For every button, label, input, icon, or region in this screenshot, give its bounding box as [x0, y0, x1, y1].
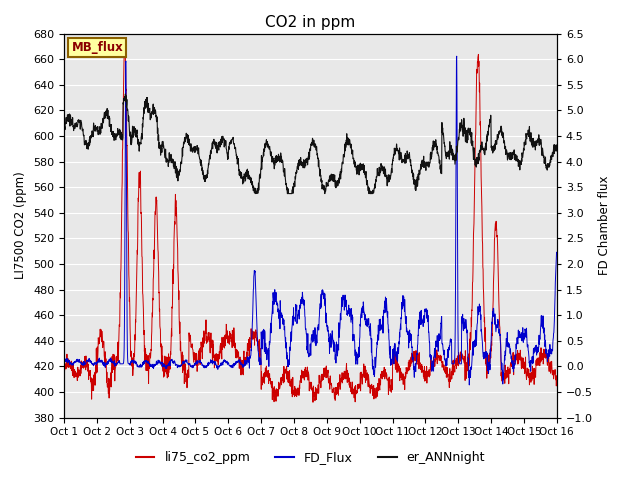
- Y-axis label: LI7500 CO2 (ppm): LI7500 CO2 (ppm): [15, 172, 28, 279]
- Legend: li75_co2_ppm, FD_Flux, er_ANNnight: li75_co2_ppm, FD_Flux, er_ANNnight: [131, 446, 490, 469]
- Y-axis label: FD Chamber flux: FD Chamber flux: [598, 176, 611, 276]
- Text: MB_flux: MB_flux: [72, 41, 123, 54]
- Title: CO2 in ppm: CO2 in ppm: [265, 15, 356, 30]
